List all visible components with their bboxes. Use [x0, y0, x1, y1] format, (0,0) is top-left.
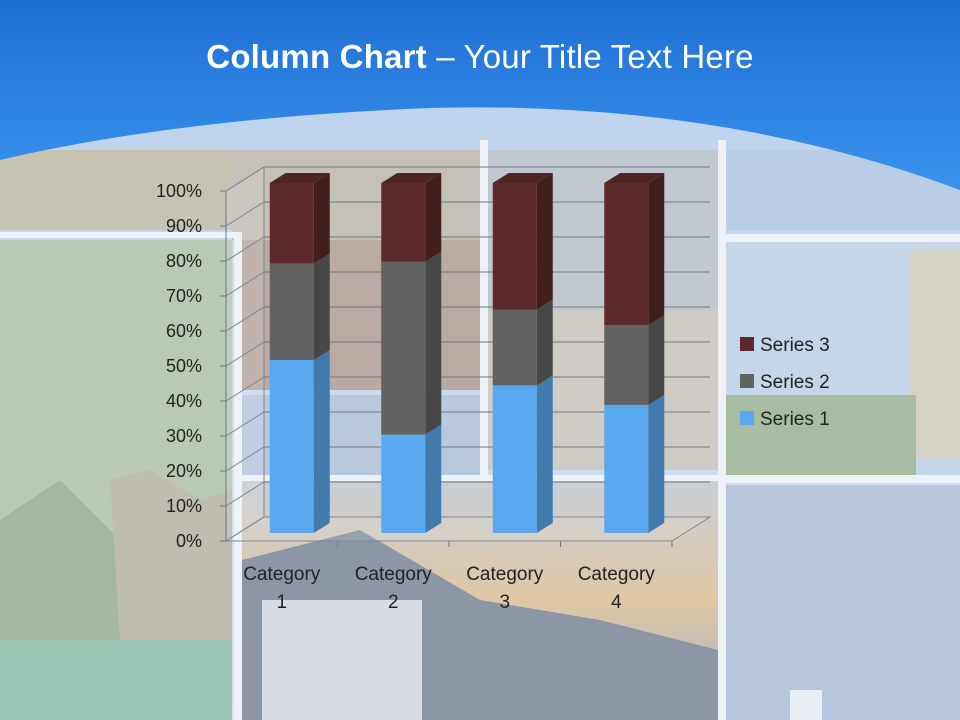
bar-stack	[604, 173, 665, 533]
y-tick-label: 10%	[166, 496, 202, 516]
floor	[224, 516, 712, 542]
legend-swatch	[740, 374, 754, 388]
bar-segment-side	[313, 173, 330, 264]
bar-top	[269, 173, 330, 183]
bar-top	[604, 173, 665, 183]
bar-segment-side	[536, 375, 553, 533]
x-tick-label: Category	[578, 564, 656, 585]
bar-segment-series-2	[269, 263, 314, 361]
legend-label: Series 1	[760, 409, 830, 430]
x-tick-label: Category	[355, 564, 433, 585]
bar-stack	[269, 173, 330, 533]
bar-segment-side	[425, 251, 442, 435]
bar-segment-side	[648, 315, 665, 405]
y-tick-label: 40%	[166, 391, 202, 411]
y-tick-label: 20%	[166, 461, 202, 481]
x-tick-label: 3	[499, 592, 510, 613]
bar-stack	[492, 173, 553, 533]
column-chart: 0% 10% 20% 30% 40% 50% 60% 70% 80% 90% 100% Catego…	[156, 166, 830, 613]
bar-segment-series-3	[269, 183, 314, 264]
bar-segment-series-1	[381, 434, 426, 533]
y-tick-label: 60%	[166, 321, 202, 341]
bar-top	[492, 173, 553, 183]
bar-segment-side	[648, 173, 665, 326]
bar-segment-side	[425, 424, 442, 533]
bar-segment-series-1	[269, 360, 314, 533]
bar-segment-side	[536, 299, 553, 386]
y-tick-label: 30%	[166, 426, 202, 446]
bar-segment-series-3	[381, 183, 426, 262]
x-tick-label: 2	[388, 592, 399, 613]
chart-axes	[220, 166, 712, 547]
bar-segment-series-2	[381, 261, 426, 435]
x-tick-label: Category	[243, 564, 321, 585]
y-tick-label: 80%	[166, 251, 202, 271]
legend-label: Series 3	[760, 335, 830, 356]
bar-top	[381, 173, 442, 183]
bar-segment-side	[648, 394, 665, 533]
bar-segment-series-1	[492, 385, 537, 533]
slide-title-rest: – Your Title Text Here	[426, 38, 754, 75]
y-tick-label: 70%	[166, 286, 202, 306]
chart-legend: Series 3 Series 2 Series 1	[740, 335, 830, 430]
bar-segment-side	[425, 173, 442, 262]
y-tick-label: 50%	[166, 356, 202, 376]
slide-title: Column Chart – Your Title Text Here	[0, 38, 960, 76]
legend-swatch	[740, 337, 754, 351]
header-band	[0, 0, 960, 190]
bar-segment-series-1	[604, 404, 649, 533]
bar-segment-side	[313, 253, 330, 361]
bar-segment-series-3	[492, 183, 537, 310]
y-tick-label: 100%	[156, 181, 202, 201]
x-tick-label: Category	[466, 564, 544, 585]
y-tick-label: 0%	[176, 531, 202, 551]
bar-segment-series-3	[604, 183, 649, 326]
bar-segment-side	[536, 173, 553, 310]
y-tick-label: 90%	[166, 216, 202, 236]
bar-segment-series-2	[492, 309, 537, 386]
bar-stack	[381, 173, 442, 533]
bar-segment-side	[313, 350, 330, 533]
legend-label: Series 2	[760, 372, 830, 393]
x-tick-label: 1	[276, 592, 287, 613]
x-tick-label: 4	[611, 592, 622, 613]
bar-segment-series-2	[604, 325, 649, 405]
chart-bars	[269, 173, 665, 533]
legend-swatch	[740, 411, 754, 425]
y-axis-tick-labels: 0% 10% 20% 30% 40% 50% 60% 70% 80% 90% 100%	[156, 181, 202, 551]
side-wall	[225, 166, 265, 542]
slide-title-bold: Column Chart	[206, 38, 427, 75]
x-axis-category-labels: Category 1 Category 2 Category 3 Category 4	[243, 564, 655, 613]
